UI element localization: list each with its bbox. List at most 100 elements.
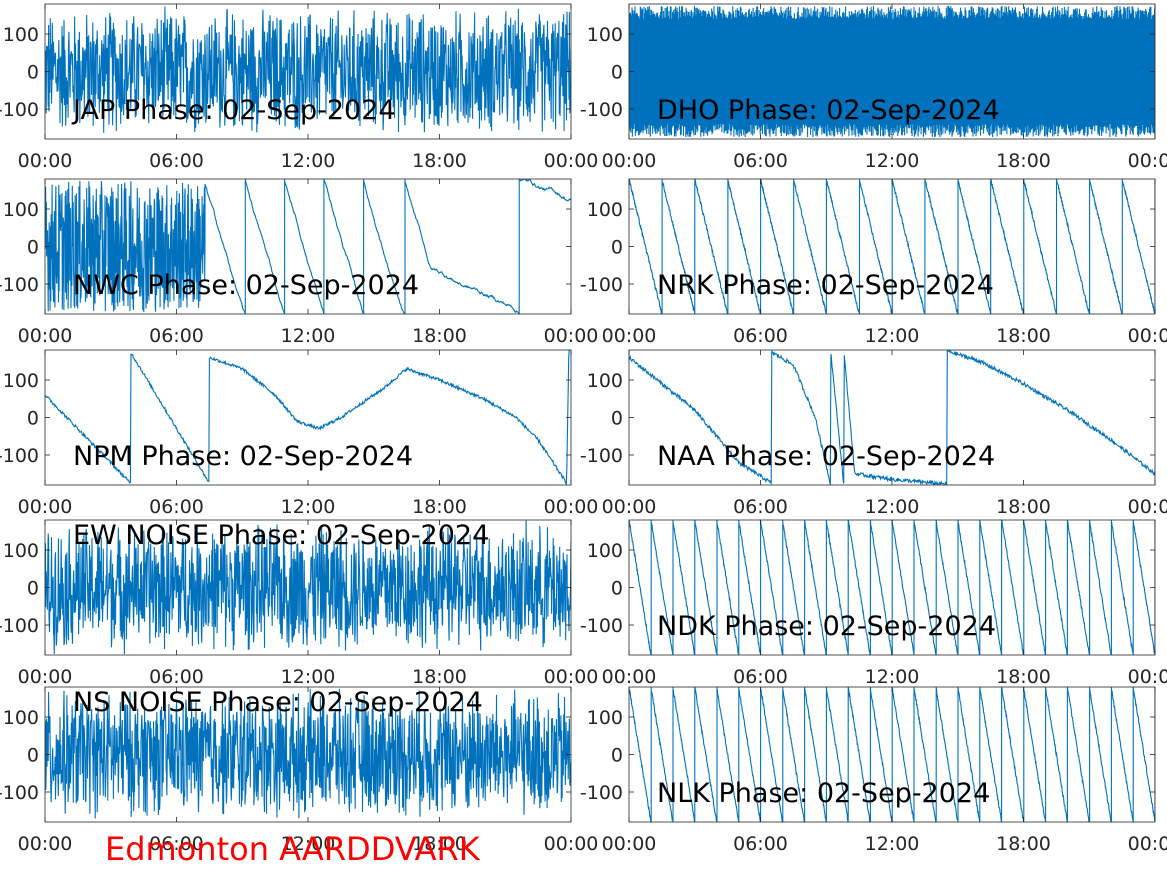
panel-3: 100 0 -100 00:00 06:00 12:00 18:00 00:00 NRK Pha… [580, 178, 1167, 347]
x-tick-label: 00:00 [602, 325, 657, 347]
x-tick-label: 06:00 [149, 496, 204, 518]
panel-title: NPM Phase: 02-Sep-2024 [73, 441, 413, 472]
x-tick-label: 06:00 [733, 496, 788, 518]
panel-title: NWC Phase: 02-Sep-2024 [73, 270, 419, 301]
panel-5: 100 0 -100 00:00 06:00 12:00 18:00 00:00 NAA Pha… [580, 349, 1167, 518]
x-tick-label: 00:00 [602, 666, 657, 688]
x-tick-label: 00:00 [544, 496, 599, 518]
y-tick-label: -100 [580, 99, 623, 121]
y-tick-label: 0 [27, 745, 39, 767]
panel-9: 100 0 -100 00:00 06:00 12:00 18:00 00:00 NLK Pha… [580, 686, 1167, 855]
y-tick-label: 0 [27, 62, 39, 84]
x-tick-label: 12:00 [865, 496, 920, 518]
x-tick-label: 00:00 [18, 833, 73, 855]
x-tick-label: 18:00 [996, 666, 1051, 688]
phase-series-line [45, 520, 571, 655]
x-tick-label: 00:00 [544, 833, 599, 855]
phase-series-line [45, 350, 571, 485]
y-tick-label: 100 [3, 707, 39, 729]
y-tick-label: 0 [611, 578, 623, 600]
x-tick-label: 06:00 [733, 150, 788, 172]
phase-series-line [629, 350, 1155, 485]
panel-title: JAP Phase: 02-Sep-2024 [71, 95, 396, 126]
x-tick-label: 06:00 [733, 666, 788, 688]
x-tick-label: 12:00 [865, 325, 920, 347]
phase-series-line [45, 6, 571, 133]
y-tick-label: 0 [611, 745, 623, 767]
x-tick-label: 18:00 [412, 325, 467, 347]
x-tick-label: 00:00 [1128, 833, 1167, 855]
y-tick-label: 100 [3, 370, 39, 392]
y-tick-label: 100 [3, 540, 39, 562]
x-tick-label: 12:00 [281, 150, 336, 172]
y-tick-label: -100 [0, 445, 39, 467]
panel-0: 100 0 -100 00:00 06:00 12:00 18:00 00:00 JAP Pha… [0, 3, 599, 172]
y-tick-label: -100 [0, 99, 39, 121]
x-tick-label: 12:00 [281, 666, 336, 688]
plot-area [45, 350, 571, 485]
x-tick-label: 12:00 [281, 833, 336, 855]
x-tick-label: 06:00 [149, 833, 204, 855]
x-tick-label: 00:00 [544, 325, 599, 347]
y-tick-label: 0 [27, 578, 39, 600]
panel-title: NLK Phase: 02-Sep-2024 [657, 778, 990, 809]
x-tick-label: 00:00 [18, 325, 73, 347]
station-label: Edmonton AARDDVARK [105, 830, 481, 868]
x-tick-label: 00:00 [1128, 325, 1167, 347]
y-tick-label: 100 [587, 370, 623, 392]
panel-title: NS NOISE Phase: 02-Sep-2024 [73, 687, 483, 718]
x-tick-label: 12:00 [865, 833, 920, 855]
x-tick-label: 18:00 [412, 150, 467, 172]
x-tick-label: 00:00 [544, 150, 599, 172]
y-tick-label: -100 [0, 782, 39, 804]
x-tick-label: 06:00 [149, 325, 204, 347]
phase-series-line [629, 179, 1155, 314]
y-tick-label: -100 [0, 274, 39, 296]
x-tick-label: 06:00 [149, 666, 204, 688]
y-tick-label: -100 [580, 615, 623, 637]
x-tick-label: 18:00 [996, 496, 1051, 518]
x-tick-label: 12:00 [281, 325, 336, 347]
panel-7: 100 0 -100 00:00 06:00 12:00 18:00 00:00 NDK Pha… [580, 519, 1167, 688]
x-tick-label: 00:00 [602, 496, 657, 518]
phase-series-line [629, 5, 1155, 138]
panel-6: 100 0 -100 00:00 06:00 12:00 18:00 00:00 EW NOIS… [0, 519, 598, 688]
x-tick-label: 18:00 [996, 325, 1051, 347]
x-tick-label: 06:00 [149, 150, 204, 172]
y-tick-label: -100 [580, 445, 623, 467]
plot-area [629, 350, 1155, 485]
y-tick-label: 100 [587, 540, 623, 562]
x-tick-label: 00:00 [18, 666, 73, 688]
y-tick-label: -100 [580, 782, 623, 804]
x-tick-label: 00:00 [1128, 496, 1167, 518]
y-tick-label: 0 [611, 237, 623, 259]
x-tick-label: 18:00 [412, 666, 467, 688]
y-tick-label: 100 [587, 24, 623, 46]
x-tick-label: 18:00 [996, 833, 1051, 855]
panel-1: 100 0 -100 00:00 06:00 12:00 18:00 00:00 DHO Pha… [580, 3, 1167, 172]
panel-4: 100 0 -100 00:00 06:00 12:00 18:00 00:00 NPM Pha… [0, 349, 598, 518]
panel-8: 100 0 -100 00:00 06:00 12:00 18:00 00:00 NS NOIS… [0, 686, 599, 855]
y-tick-label: 100 [3, 199, 39, 221]
x-tick-label: 00:00 [602, 833, 657, 855]
x-tick-label: 18:00 [412, 833, 467, 855]
x-tick-label: 12:00 [865, 666, 920, 688]
x-tick-label: 06:00 [733, 325, 788, 347]
panel-title: NDK Phase: 02-Sep-2024 [657, 611, 996, 642]
y-tick-label: -100 [0, 615, 39, 637]
y-tick-label: 0 [27, 237, 39, 259]
x-tick-label: 18:00 [412, 496, 467, 518]
y-tick-label: 100 [3, 24, 39, 46]
x-tick-label: 00:00 [18, 496, 73, 518]
y-tick-label: 0 [611, 408, 623, 430]
x-tick-label: 12:00 [865, 150, 920, 172]
panel-title: NRK Phase: 02-Sep-2024 [657, 270, 994, 301]
y-tick-label: 100 [587, 707, 623, 729]
x-tick-label: 12:00 [281, 496, 336, 518]
panel-title: NAA Phase: 02-Sep-2024 [657, 441, 995, 472]
x-tick-label: 00:00 [18, 150, 73, 172]
y-tick-label: 100 [587, 199, 623, 221]
panel-title: DHO Phase: 02-Sep-2024 [657, 95, 1000, 126]
x-tick-label: 18:00 [996, 150, 1051, 172]
